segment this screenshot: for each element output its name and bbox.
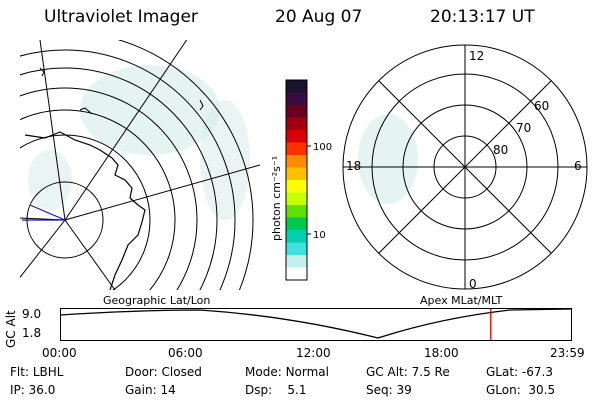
status-glon: GLon: 30.5 [486,383,556,397]
colorbar-cell [286,105,307,118]
mlat-label-80: 80 [493,143,508,157]
colorbar-cell [286,255,307,268]
mlt-label-6: 6 [574,159,582,173]
colorbar-cell [286,205,307,218]
geographic-map [20,40,260,290]
altitude-timeline [60,308,572,341]
colorbar-cell [286,167,307,181]
timeline-ytick-high: 9.0 [22,307,42,321]
mlat-label-70: 70 [516,121,531,135]
status-door: Door: Closed [125,365,202,379]
auroral-emission [28,65,250,220]
mlt-label-18: 18 [346,159,361,173]
time-label: 20:13:17 UT [430,7,535,27]
app-title: Ultraviolet Imager [44,7,198,27]
status-dsp: Dsp: 5.1 [245,383,307,397]
status-ip: IP: 36.0 [10,383,56,397]
timeline-ytick-low: 1.8 [22,326,42,340]
status-glat: GLat: -67.3 [486,365,553,379]
mlt-polar-plot: 12 18 6 0 60 70 80 [342,44,588,291]
mlt-label-0: 0 [469,277,477,291]
colorbar-tick-10: 10 [313,230,326,241]
status-gain: Gain: 14 [125,383,176,397]
status-mode: Mode: Normal [245,365,329,379]
mlat-label-60: 60 [534,99,549,113]
timeline-xtick-3: 18:00 [424,346,459,360]
colorbar-cell [286,217,307,231]
status-seq: Seq: 39 [366,383,412,397]
colorbar-cell [286,80,307,93]
timeline-axis-label: GC Alt [4,310,18,348]
status-gc-alt: GC Alt: 7.5 Re [366,365,450,379]
colorbar-unit-label: photon cm⁻²s⁻¹ [270,156,283,241]
colorbar-tick-100: 100 [313,142,332,153]
timeline-xtick-4: 23:59 [550,346,585,360]
mlt-label-12: 12 [469,49,484,63]
colorbar-cell [286,242,307,256]
colorbar-cell [286,267,307,281]
timeline-left-title: Geographic Lat/Lon [103,294,211,307]
altitude-curve [60,308,572,339]
colorbar-cell [286,92,307,106]
timeline-right-title: Apex MLat/MLT [420,294,503,307]
colorbar-cell [286,130,307,143]
colorbar-cell [286,142,307,156]
colorbar-cell [286,180,307,193]
status-flt: Flt: LBHL [10,365,64,379]
timeline-xtick-1: 06:00 [168,346,203,360]
colorbar-cell [286,230,307,243]
colorbar-cell [286,192,307,206]
timeline-xtick-0: 00:00 [42,346,77,360]
colorbar-cell [286,117,307,131]
colorbar-cell [286,155,307,168]
date-label: 20 Aug 07 [275,7,363,27]
timeline-xtick-2: 12:00 [296,346,331,360]
color-scale: 100 10 photon cm⁻²s⁻¹ [270,79,332,281]
